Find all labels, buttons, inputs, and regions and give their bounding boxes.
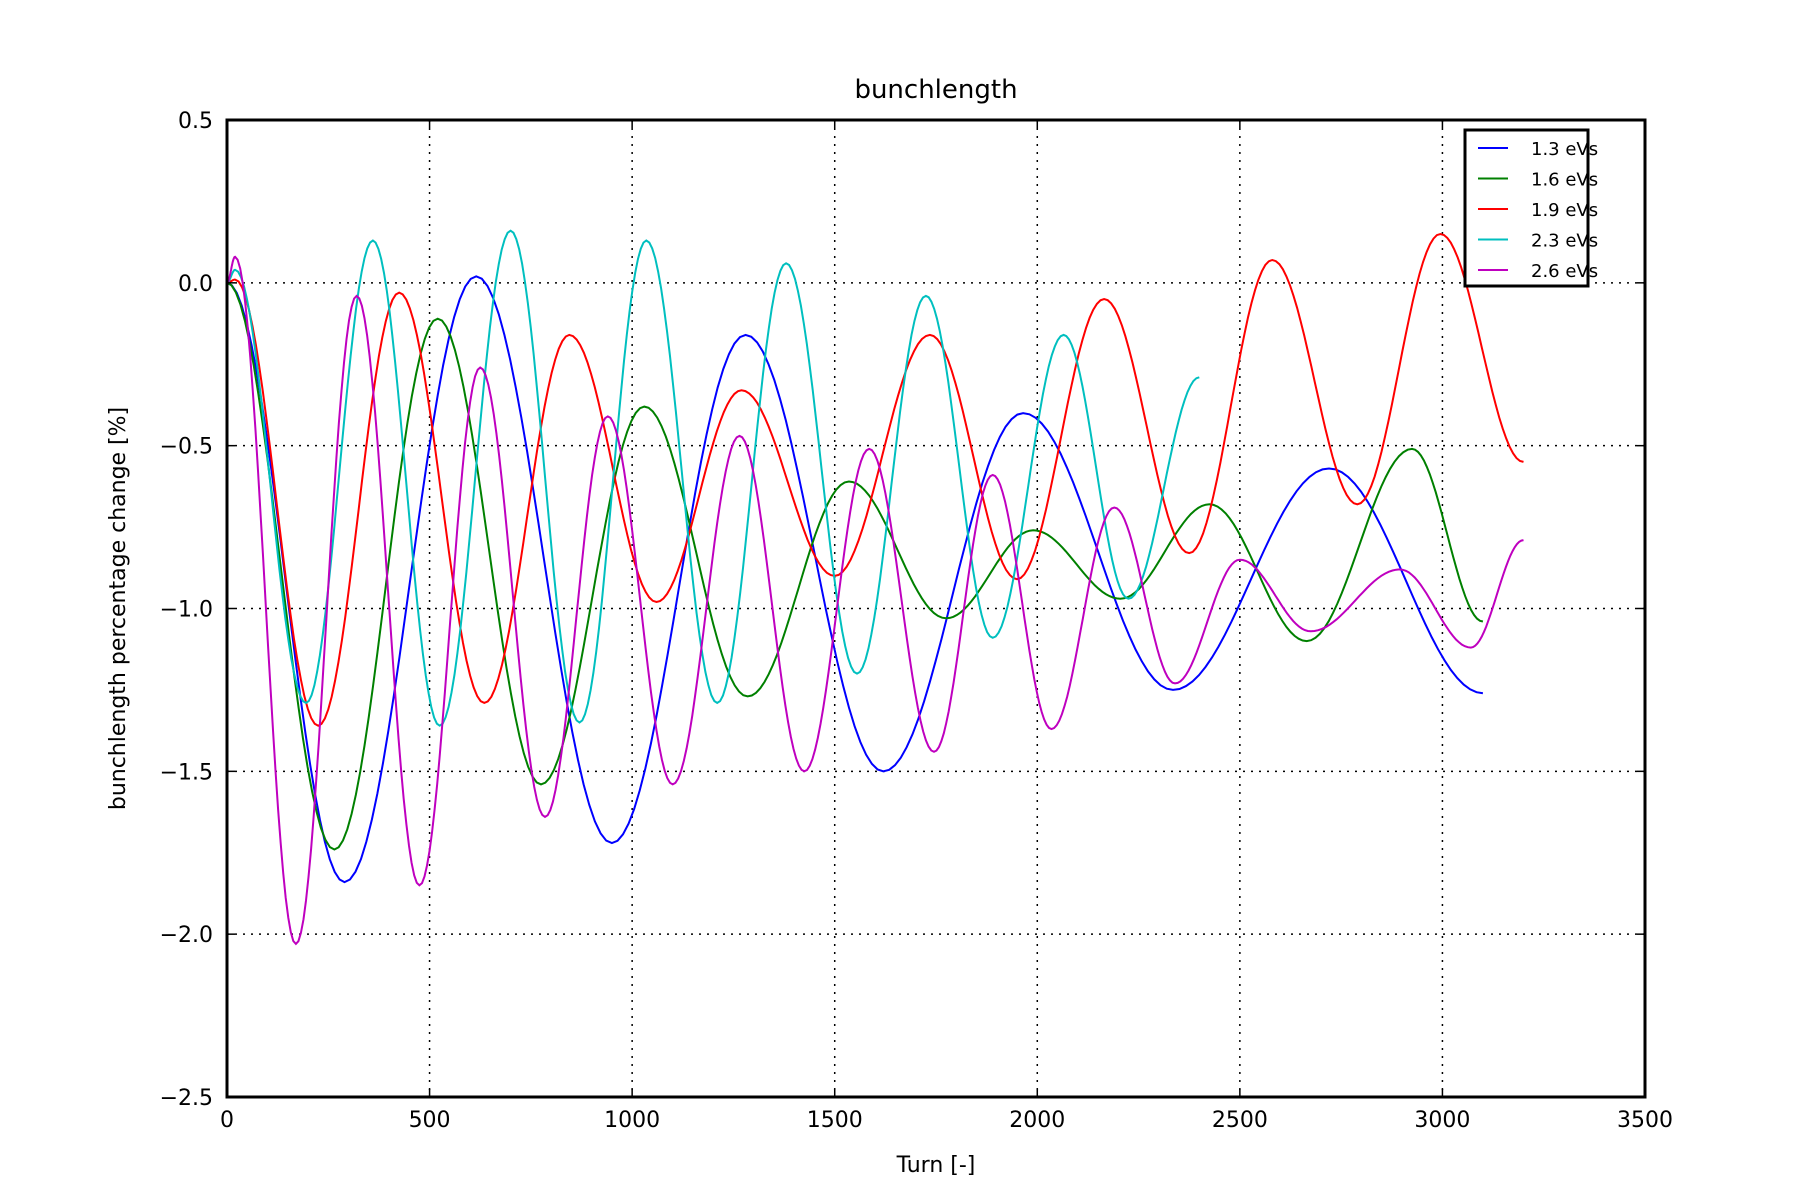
legend-label-5: 2.6 eVs [1531, 261, 1598, 282]
legend-label-2: 1.6 eVs [1531, 170, 1598, 191]
series-line-3 [227, 232, 1524, 727]
y-tick-label: −0.5 [160, 435, 213, 460]
x-tick-label: 1500 [807, 1108, 863, 1133]
y-tick-label: −1.0 [160, 598, 213, 623]
x-tick-label: 500 [409, 1108, 451, 1133]
legend: 1.3 eVs 1.6 eVs 1.9 eVs 2.3 eVs 2.6 eVs [1463, 128, 1598, 288]
x-tick-label: 1000 [604, 1108, 660, 1133]
legend-label-1: 1.3 eVs [1531, 139, 1598, 160]
series-lines [226, 229, 1524, 946]
legend-label-4: 2.3 eVs [1531, 231, 1598, 252]
series-line-5 [226, 255, 1524, 946]
plot-frame [225, 118, 1647, 1099]
y-tick-label: 0.0 [178, 272, 213, 297]
y-tick-label: −2.0 [160, 923, 213, 948]
legend-label-3: 1.9 eVs [1531, 200, 1598, 221]
y-tick-label: 0.5 [178, 109, 213, 134]
axis-ticks: 0 500 1000 1500 2000 2500 3000 3500 −2.5 −2.0 −1.5… [160, 109, 1673, 1133]
series-line-4 [226, 229, 1200, 727]
x-tick-label: 2500 [1212, 1108, 1268, 1133]
x-axis-label: Turn [-] [896, 1153, 976, 1178]
chart-title: bunchlength [854, 75, 1017, 105]
x-tick-label: 3000 [1414, 1108, 1470, 1133]
y-tick-label: −2.5 [160, 1086, 213, 1111]
grid-lines [227, 120, 1645, 1097]
y-axis-label: bunchlength percentage change [%] [106, 407, 131, 810]
y-tick-label: −1.5 [160, 760, 213, 785]
series-line-2 [226, 281, 1484, 851]
x-tick-label: 2000 [1009, 1108, 1065, 1133]
x-tick-label: 0 [220, 1108, 234, 1133]
x-tick-label: 3500 [1617, 1108, 1673, 1133]
